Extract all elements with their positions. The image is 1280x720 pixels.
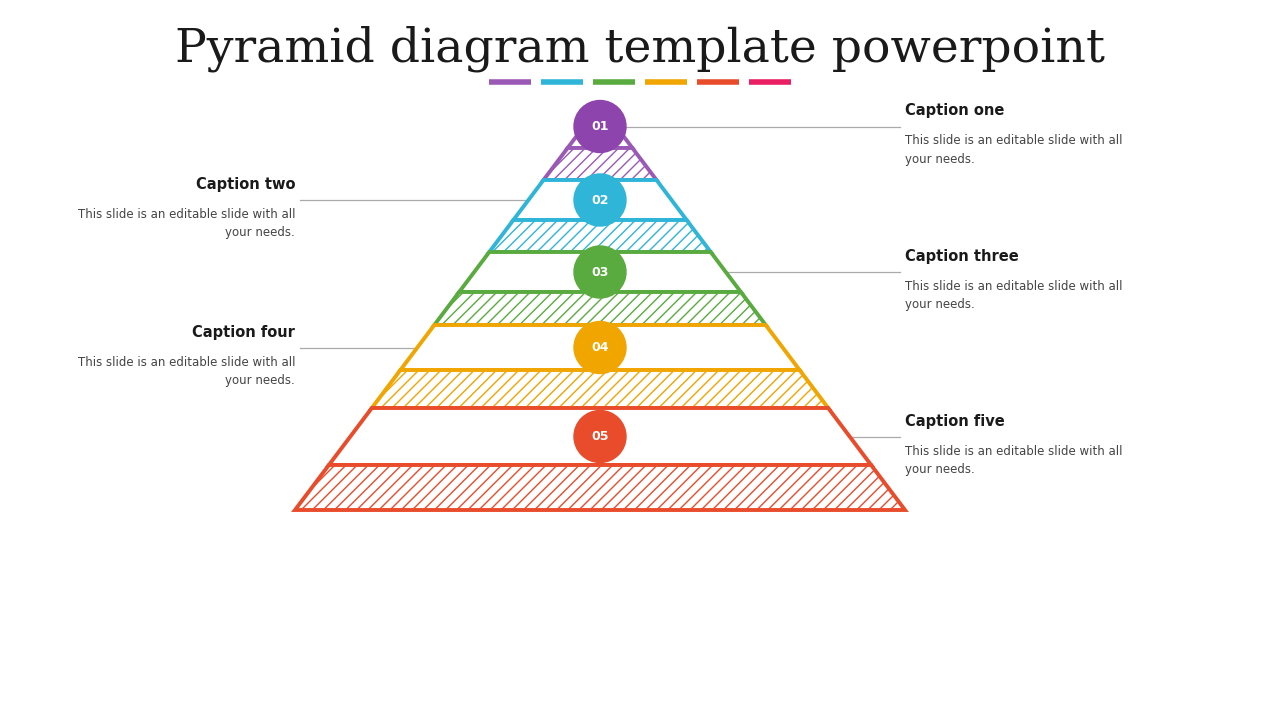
Text: This slide is an editable slide with all
your needs.: This slide is an editable slide with all…: [905, 444, 1123, 475]
Circle shape: [573, 322, 626, 374]
Polygon shape: [329, 408, 872, 465]
Text: 04: 04: [591, 341, 609, 354]
Text: This slide is an editable slide with all
your needs.: This slide is an editable slide with all…: [905, 135, 1123, 166]
Text: This slide is an editable slide with all
your needs.: This slide is an editable slide with all…: [78, 208, 294, 239]
Text: Caption three: Caption three: [905, 249, 1019, 264]
Text: 01: 01: [591, 120, 609, 133]
Polygon shape: [544, 148, 657, 180]
Text: Caption one: Caption one: [905, 104, 1005, 119]
Text: This slide is an editable slide with all
your needs.: This slide is an editable slide with all…: [78, 356, 294, 387]
Text: This slide is an editable slide with all
your needs.: This slide is an editable slide with all…: [905, 280, 1123, 311]
Polygon shape: [567, 105, 632, 148]
Circle shape: [573, 101, 626, 153]
Text: 02: 02: [591, 194, 609, 207]
Polygon shape: [489, 220, 710, 252]
Polygon shape: [460, 252, 741, 292]
Text: 05: 05: [591, 430, 609, 443]
Text: Pyramid diagram template powerpoint: Pyramid diagram template powerpoint: [175, 25, 1105, 71]
Text: Caption five: Caption five: [905, 413, 1005, 428]
Polygon shape: [434, 292, 765, 325]
Circle shape: [573, 174, 626, 226]
Polygon shape: [294, 465, 905, 510]
Polygon shape: [371, 370, 828, 408]
Text: Caption two: Caption two: [196, 177, 294, 192]
Circle shape: [573, 246, 626, 298]
Text: Caption four: Caption four: [192, 325, 294, 340]
Text: 03: 03: [591, 266, 609, 279]
Circle shape: [573, 410, 626, 462]
Polygon shape: [401, 325, 800, 370]
Polygon shape: [513, 180, 686, 220]
